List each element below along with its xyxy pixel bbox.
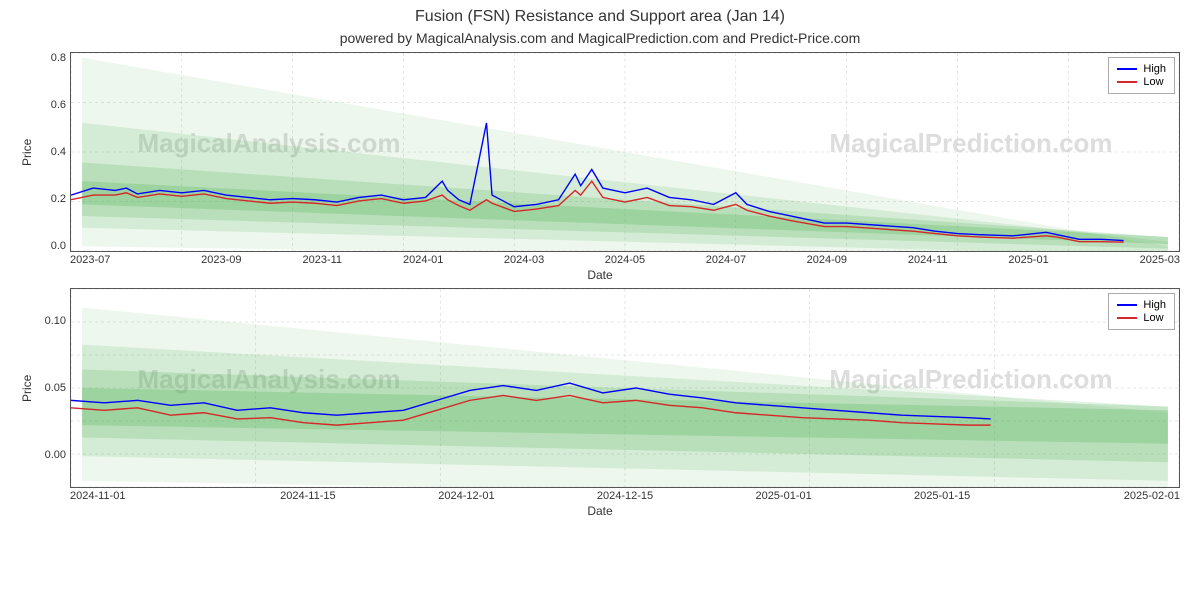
xtick-label: 2025-01 <box>978 254 1079 266</box>
legend: High Low <box>1108 57 1175 94</box>
ytick-label: 0.00 <box>36 449 66 461</box>
legend-item-low: Low <box>1117 76 1166 88</box>
xtick-label: 2023-11 <box>272 254 373 266</box>
xlabel-top: Date <box>20 268 1180 282</box>
legend-label: Low <box>1143 312 1163 324</box>
ytick-label: 0.6 <box>36 99 66 111</box>
legend-swatch-high <box>1117 68 1137 70</box>
ytick-label: 0.8 <box>36 52 66 64</box>
xtick-label: 2024-11 <box>877 254 978 266</box>
legend-swatch-high <box>1117 304 1137 306</box>
xtick-label: 2024-12-01 <box>387 490 546 502</box>
legend: High Low <box>1108 293 1175 330</box>
plot-area-bottom: MagicalAnalysis.com MagicalPrediction.co… <box>70 288 1180 488</box>
xlabel-bottom: Date <box>20 504 1180 518</box>
xtick-label: 2024-03 <box>474 254 575 266</box>
legend-swatch-low <box>1117 81 1137 83</box>
xtick-label: 2025-02-01 <box>1021 490 1180 502</box>
xtick-label: 2024-05 <box>575 254 676 266</box>
ylabel-top: Price <box>20 52 36 252</box>
legend-item-high: High <box>1117 63 1166 75</box>
legend-label: High <box>1143 63 1166 75</box>
figure-subtitle: powered by MagicalAnalysis.com and Magic… <box>20 30 1180 46</box>
figure: Fusion (FSN) Resistance and Support area… <box>0 0 1200 600</box>
xtick-label: 2023-09 <box>171 254 272 266</box>
chart-svg-bottom <box>71 289 1179 487</box>
ytick-label: 0.2 <box>36 193 66 205</box>
xtick-label: 2025-03 <box>1079 254 1180 266</box>
ytick-label: 0.4 <box>36 146 66 158</box>
xtick-label: 2025-01-15 <box>863 490 1022 502</box>
xtick-label: 2024-07 <box>675 254 776 266</box>
legend-item-high: High <box>1117 299 1166 311</box>
xtick-label: 2024-11-15 <box>229 490 388 502</box>
legend-item-low: Low <box>1117 312 1166 324</box>
xtick-label: 2025-01-01 <box>704 490 863 502</box>
xtick-label: 2024-11-01 <box>70 490 229 502</box>
legend-label: Low <box>1143 76 1163 88</box>
chart-bottom: Price 0.10 0.05 0.00 MagicalAnalysis.com M… <box>20 288 1180 524</box>
yticks-top: 0.8 0.6 0.4 0.2 0.0 <box>36 52 70 252</box>
xticks-bottom: 2024-11-012024-11-152024-12-012024-12-15… <box>70 490 1180 502</box>
ytick-label: 0.0 <box>36 240 66 252</box>
ylabel-bottom: Price <box>20 288 36 488</box>
yticks-bottom: 0.10 0.05 0.00 <box>36 288 70 488</box>
xtick-label: 2024-12-15 <box>546 490 705 502</box>
plot-area-top: MagicalAnalysis.com MagicalPrediction.co… <box>70 52 1180 252</box>
legend-swatch-low <box>1117 317 1137 319</box>
chart-top: Price 0.8 0.6 0.4 0.2 0.0 MagicalAnalysis.co… <box>20 52 1180 288</box>
xticks-top: 2023-072023-092023-112024-012024-032024-… <box>70 254 1180 266</box>
xtick-label: 2024-01 <box>373 254 474 266</box>
ytick-label: 0.10 <box>36 315 66 327</box>
figure-title: Fusion (FSN) Resistance and Support area… <box>20 8 1180 26</box>
legend-label: High <box>1143 299 1166 311</box>
xtick-label: 2023-07 <box>70 254 171 266</box>
ytick-label: 0.05 <box>36 382 66 394</box>
chart-svg-top <box>71 53 1179 251</box>
xtick-label: 2024-09 <box>776 254 877 266</box>
